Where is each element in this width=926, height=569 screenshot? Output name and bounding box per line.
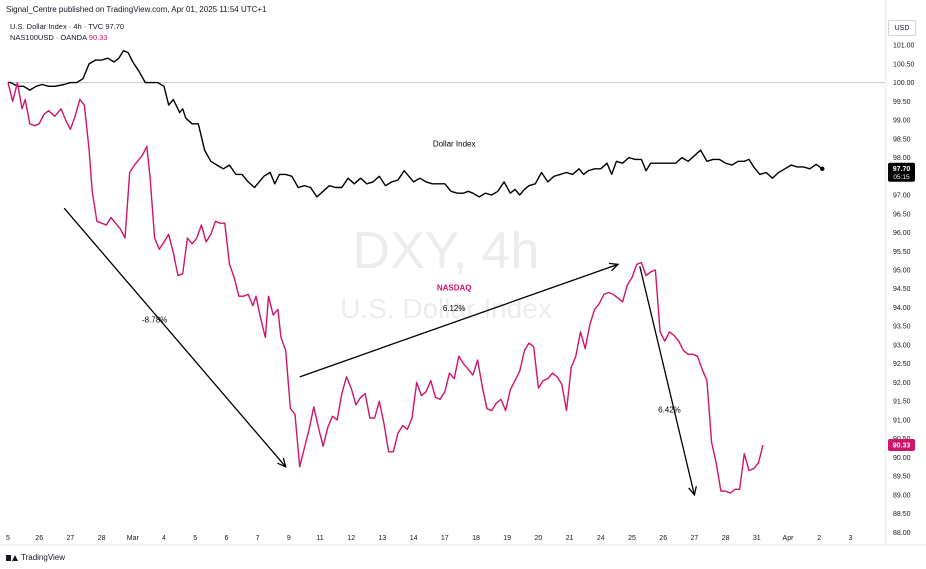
time-tick-label: 5 [193,535,197,542]
price-tick-label: 91.50 [893,399,911,406]
price-tick-label: 91.00 [893,417,911,424]
price-tick-label: 99.50 [893,99,911,106]
time-tick-label: 4 [162,535,166,542]
time-tick-label: 11 [316,535,323,542]
chart-annotation[interactable]: NASDAQ [437,284,472,293]
time-tick-label: 20 [535,535,543,542]
watermark-symbol: DXY, 4h [353,222,540,280]
price-tick-label: 100.50 [893,61,915,68]
tradingview-logo-icon [6,554,18,562]
price-tick-label: 93.00 [893,342,911,349]
price-tick-label: 90.00 [893,455,911,462]
time-tick-label: 3 [848,535,852,542]
dxy-countdown: 05:15 [893,174,910,181]
time-tick-label: 14 [410,535,418,542]
time-tick-label: 27 [691,535,699,542]
time-tick-label: 21 [566,535,574,542]
price-axis[interactable]: 101.50101.00100.50100.0099.5099.0098.509… [885,0,915,545]
chart-annotation[interactable]: -8.78% [142,315,167,324]
dxy-last-point [820,166,825,172]
legend-nas[interactable]: NAS100USD · OANDA 90.33 [10,32,124,43]
watermark-name: U.S. Dollar Index [340,293,552,324]
price-tick-label: 95.50 [893,249,911,256]
currency-button[interactable]: USD [888,20,916,36]
symbol-watermark: DXY, 4h U.S. Dollar Index [340,222,552,324]
time-tick-label: 26 [35,535,43,542]
legend-dxy-label: U.S. Dollar Index · 4h · TVC [10,22,104,31]
price-tick-label: 88.50 [893,511,911,518]
tradingview-brand: TradingView [6,553,65,562]
price-tick-label: 92.50 [893,361,911,368]
price-tick-label: 89.00 [893,492,911,499]
time-tick-label: 24 [597,535,605,542]
time-tick-label: 18 [472,535,480,542]
time-tick-label: Apr [783,535,795,542]
publisher-line: Signal_Centre published on TradingView.c… [6,5,267,14]
time-tick-label: 2 [817,535,821,542]
time-tick-label: 9 [287,535,291,542]
legend-dxy[interactable]: U.S. Dollar Index · 4h · TVC 97.70 [10,21,124,32]
time-tick-label: 31 [753,535,761,542]
time-tick-label: 19 [503,535,511,542]
trend-arrows [63,207,697,497]
price-tick-label: 93.50 [893,324,911,331]
chart-annotation[interactable]: 6.42% [658,405,681,414]
price-tick-label: 98.50 [893,136,911,143]
price-tick-label: 92.00 [893,380,911,387]
nas-price-tag [888,439,915,452]
price-tick-label: 96.00 [893,230,911,237]
time-tick-label: 13 [379,535,387,542]
legend-nas-label: NAS100USD · OANDA [10,33,87,42]
time-tick-label: 26 [659,535,667,542]
time-axis[interactable]: 5 26 27 28 Mar 4 5 6 7 9 11 12 13 14 17 18 19 20 21 24 25 26 2… [0,535,926,546]
brand-text: TradingView [21,553,66,562]
trend-arrow-3[interactable] [639,266,697,497]
time-tick-label: 28 [722,535,730,542]
price-tick-label: 100.00 [893,80,915,87]
time-tick-label: Mar [127,535,140,542]
legend-nas-value: 90.33 [88,33,108,42]
price-tick-label: 97.00 [893,193,911,200]
annotations: -8.78% 6.12% 6.42% Dollar Index NASDAQ [142,139,681,414]
time-tick-label: 5 [6,535,10,542]
time-tick-label: 25 [628,535,636,542]
trend-arrow-2[interactable] [299,262,620,378]
legend-dxy-value: 97.70 [105,22,125,31]
series-layer [7,50,825,494]
time-tick-label: 12 [347,535,355,542]
nasdaq-line[interactable] [7,81,764,494]
chart-annotation[interactable]: 6.12% [443,304,466,313]
time-tick-label: 17 [441,535,449,542]
dxy-price-tag [888,162,915,182]
price-tick-label: 88.00 [893,530,911,537]
dxy-price-tag-value: 97.70 [893,166,911,173]
dollar-index-line[interactable] [8,50,823,198]
price-tick-label: 96.50 [893,211,911,218]
trend-arrow-1[interactable] [63,207,287,468]
time-tick-label: 27 [67,535,75,542]
price-tick-label: 101.00 [893,43,915,50]
series-legend: U.S. Dollar Index · 4h · TVC 97.70 NAS10… [10,21,124,43]
price-tick-label: 98.00 [893,155,911,162]
chart-annotation[interactable]: Dollar Index [433,139,476,148]
price-tick-label: 99.00 [893,118,911,125]
price-tick-label: 95.00 [893,268,911,275]
time-tick-label: 7 [256,535,260,542]
price-tick-label: 94.00 [893,305,911,312]
time-tick-label: 28 [98,535,106,542]
time-tick-label: 6 [224,535,228,542]
nas-price-tag-value: 90.33 [893,443,911,450]
price-tick-label: 89.50 [893,474,911,481]
price-tick-label: 94.50 [893,286,911,293]
